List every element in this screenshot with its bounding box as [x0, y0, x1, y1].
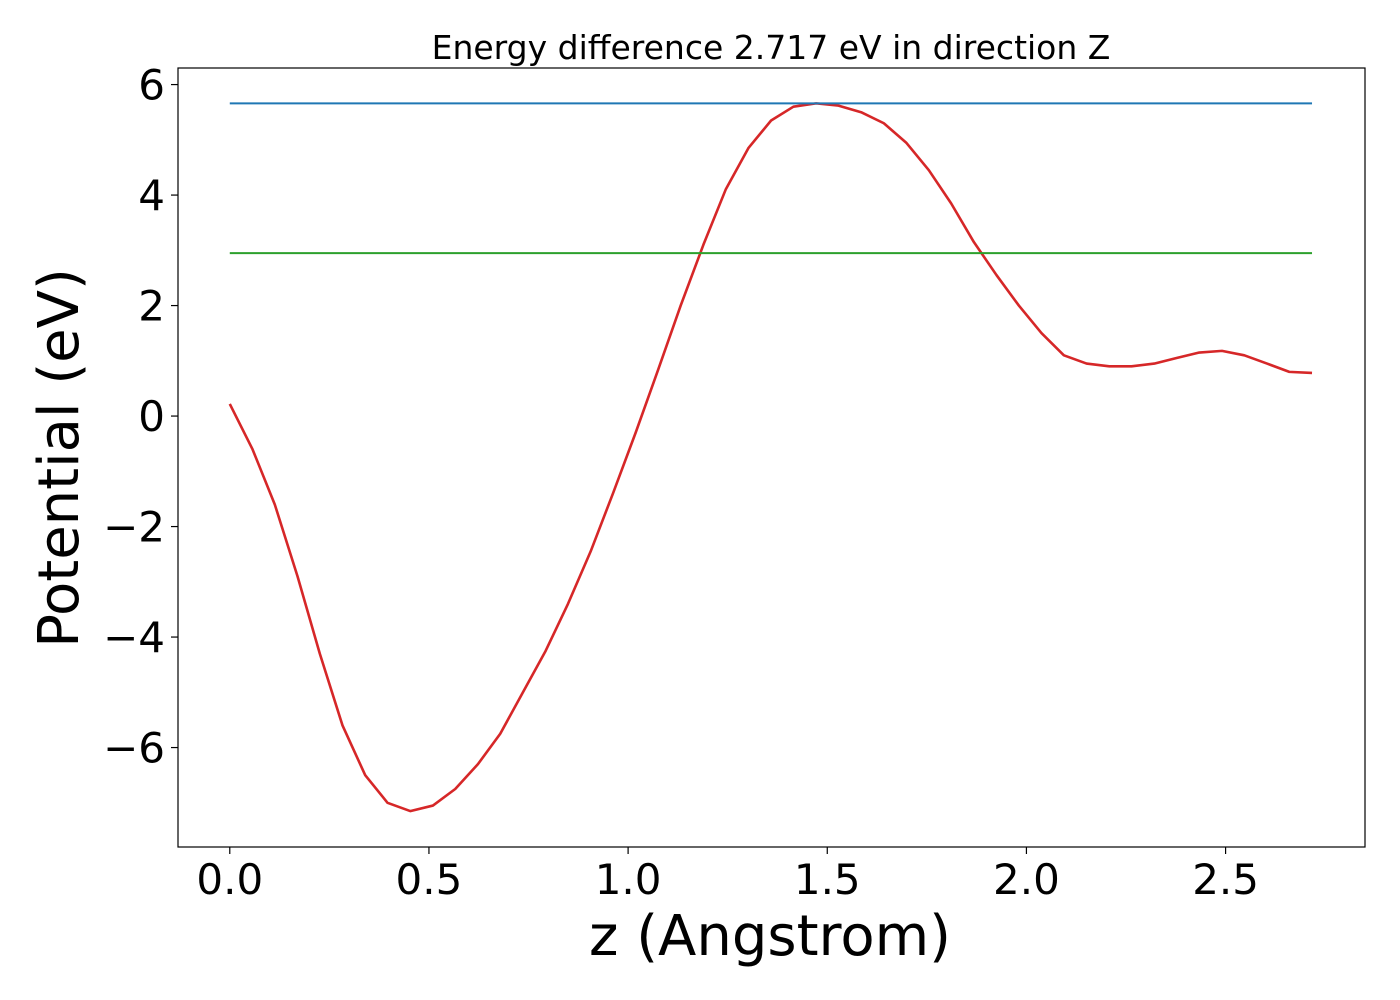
- y-tick-label: 4: [138, 171, 165, 220]
- chart-title: Energy difference 2.717 eV in direction …: [432, 28, 1111, 67]
- y-axis-label: Potential (eV): [27, 268, 92, 648]
- y-tick-label: 6: [138, 61, 165, 110]
- y-axis: −6 −4 −2 0 2 4 6: [103, 61, 178, 773]
- x-tick-label: 2.0: [993, 855, 1060, 904]
- series-layer: [228, 102, 1313, 813]
- potential-curve: [228, 102, 1313, 813]
- x-tick-label: 0.5: [396, 855, 463, 904]
- x-tick-label: 2.5: [1192, 855, 1259, 904]
- x-tick-label: 1.5: [794, 855, 861, 904]
- x-axis-label: z (Angstrom): [589, 904, 951, 969]
- y-tick-label: −6: [103, 724, 165, 773]
- x-axis: 0.0 0.5 1.0 1.5 2.0 2.5: [196, 847, 1259, 904]
- y-tick-label: 2: [138, 282, 165, 331]
- y-tick-label: −2: [103, 503, 165, 552]
- y-tick-label: 0: [138, 392, 165, 441]
- x-tick-label: 0.0: [196, 855, 263, 904]
- plot-frame: [177, 67, 1366, 848]
- y-tick-label: −4: [103, 613, 165, 662]
- x-tick-label: 1.0: [595, 855, 662, 904]
